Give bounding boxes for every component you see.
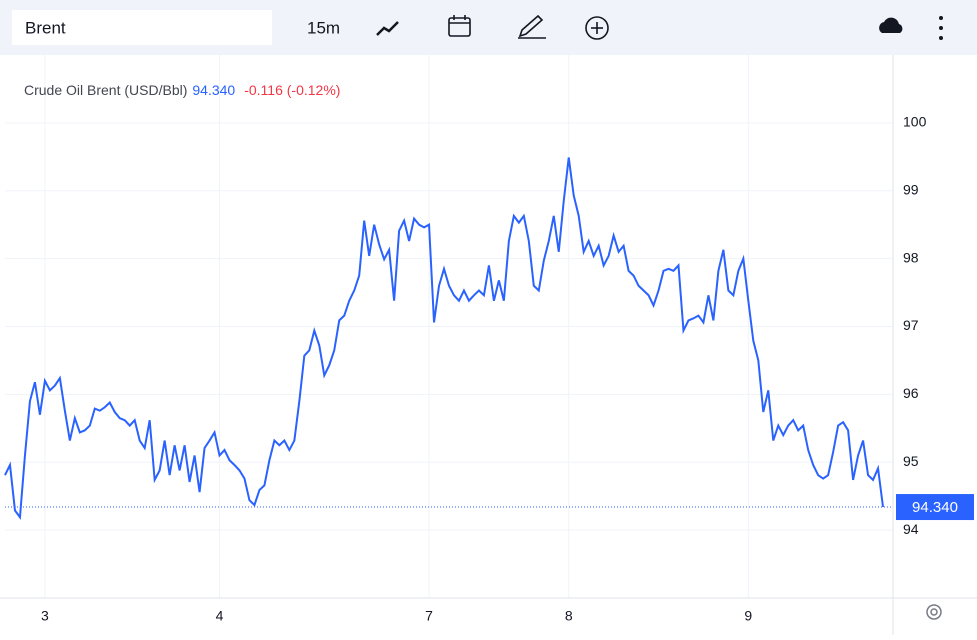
price-change: -0.116 (-0.12%) [244,82,340,98]
draw-icon[interactable] [518,14,546,39]
y-tick-label: 99 [903,181,919,197]
chart-type-icon[interactable] [376,21,399,36]
add-icon[interactable] [585,16,609,40]
calendar-icon[interactable] [448,15,471,37]
last-price: 94.340 [192,82,235,98]
x-tick-label: 9 [744,608,752,624]
x-tick-label: 8 [565,608,573,624]
price-line [4,157,885,520]
interval-button[interactable]: 15m [307,18,340,37]
y-tick-label: 96 [903,385,919,401]
y-tick-label: 94 [903,521,919,537]
x-tick-label: 4 [216,608,224,624]
y-tick-label: 100 [903,114,927,130]
y-tick-label: 97 [903,317,919,333]
settings-icon[interactable] [926,604,942,620]
symbol-input[interactable]: Brent [25,18,66,37]
menu-icon[interactable] [939,16,943,40]
y-tick-label: 98 [903,249,919,265]
x-tick-label: 3 [41,608,49,624]
chart-title: Crude Oil Brent (USD/Bbl) 94.340 -0.116 (-… [24,82,340,98]
title-text: Crude Oil Brent (USD/Bbl) [24,82,187,98]
search-box[interactable] [12,10,272,45]
last-price-box [896,494,974,521]
download-icon[interactable] [879,17,903,33]
last-price-label: 94.340 [912,499,958,516]
y-tick-label: 95 [903,453,919,469]
x-tick-label: 7 [425,608,433,624]
